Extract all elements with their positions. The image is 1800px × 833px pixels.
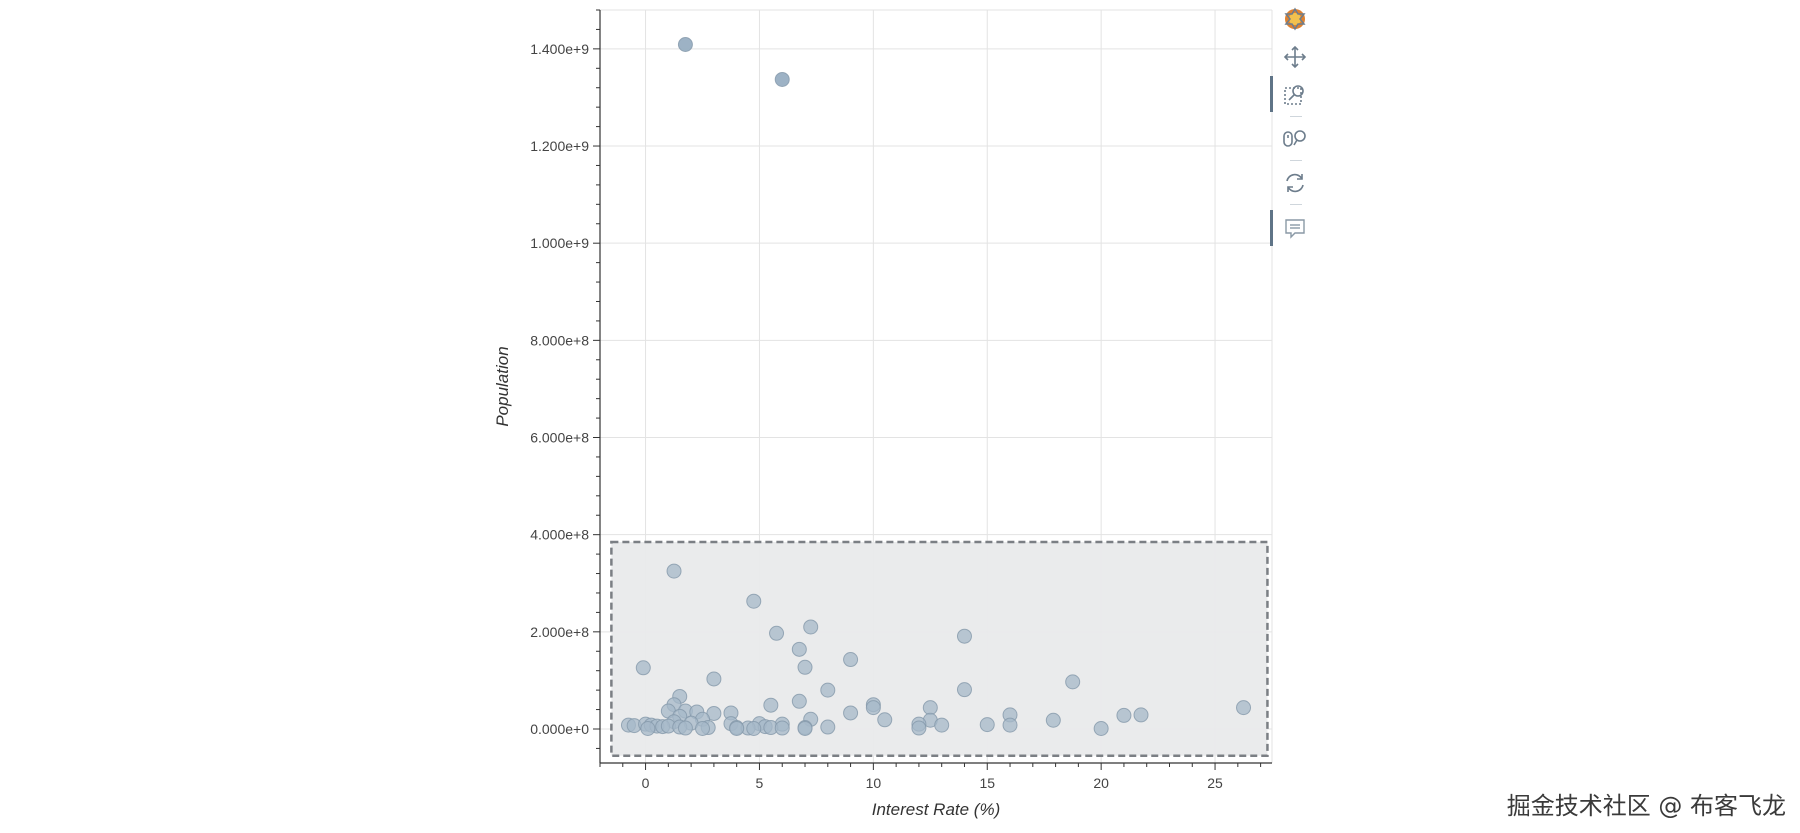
y-tick-label: 4.000e+8 bbox=[530, 527, 589, 543]
x-tick-label: 20 bbox=[1093, 775, 1109, 791]
data-point bbox=[640, 721, 656, 737]
y-tick-label: 2.000e+8 bbox=[530, 624, 589, 640]
data-point bbox=[1133, 707, 1149, 723]
x-tick-label: 5 bbox=[756, 775, 764, 791]
x-axis-title: Interest Rate (%) bbox=[872, 800, 1001, 819]
data-point bbox=[956, 628, 972, 644]
data-point bbox=[911, 720, 927, 736]
box-zoom-icon[interactable] bbox=[1280, 80, 1310, 110]
x-tick-label: 10 bbox=[866, 775, 882, 791]
toolbar-separator bbox=[1290, 116, 1302, 117]
data-point bbox=[797, 721, 813, 737]
data-point bbox=[1236, 700, 1252, 716]
data-point bbox=[1065, 674, 1081, 690]
data-point bbox=[774, 71, 790, 87]
chart-toolbar bbox=[1270, 0, 1316, 260]
data-points bbox=[620, 36, 1252, 737]
data-point bbox=[769, 625, 785, 641]
y-tick-label: 0.000e+0 bbox=[530, 721, 589, 737]
bokeh-logo-icon[interactable] bbox=[1280, 4, 1310, 34]
data-point bbox=[865, 700, 881, 716]
watermark: 掘金技术社区 @ 布客飞龙 bbox=[1506, 792, 1786, 820]
data-point bbox=[729, 721, 745, 737]
x-tick-label: 15 bbox=[979, 775, 995, 791]
y-tick-label: 6.000e+8 bbox=[530, 430, 589, 446]
data-point bbox=[820, 719, 836, 735]
data-point bbox=[763, 697, 779, 713]
data-point bbox=[934, 717, 950, 733]
data-point bbox=[666, 563, 682, 579]
data-point bbox=[791, 693, 807, 709]
y-tick-label: 1.400e+9 bbox=[530, 41, 589, 57]
x-tick-label: 0 bbox=[642, 775, 650, 791]
y-tick-label: 1.200e+9 bbox=[530, 138, 589, 154]
data-point bbox=[1002, 717, 1018, 733]
wheel-zoom-icon[interactable] bbox=[1280, 124, 1310, 154]
y-axis-title: Population bbox=[493, 346, 512, 426]
data-point bbox=[1045, 712, 1061, 728]
data-point bbox=[877, 712, 893, 728]
data-point bbox=[635, 660, 651, 676]
data-point bbox=[820, 682, 836, 698]
data-point bbox=[791, 641, 807, 657]
reset-icon[interactable] bbox=[1280, 168, 1310, 198]
data-point bbox=[746, 593, 762, 609]
data-point bbox=[979, 717, 995, 733]
data-point bbox=[677, 720, 693, 736]
toolbar-separator bbox=[1290, 204, 1302, 205]
toolbar-separator bbox=[1290, 160, 1302, 161]
data-point bbox=[803, 619, 819, 635]
data-point bbox=[1116, 707, 1132, 723]
data-point bbox=[843, 705, 859, 721]
data-point bbox=[843, 652, 859, 668]
grid bbox=[600, 9, 1273, 763]
data-point bbox=[922, 700, 938, 716]
data-point bbox=[1093, 721, 1109, 737]
hover-icon[interactable] bbox=[1280, 214, 1310, 244]
data-point bbox=[797, 659, 813, 675]
active-tool-indicator bbox=[1270, 76, 1273, 112]
y-tick-label: 1.000e+9 bbox=[530, 235, 589, 251]
data-point bbox=[956, 682, 972, 698]
axes: 0.000e+0 2.000e+8 4.000e+8 6.000e+8 8.000e+8… bbox=[530, 9, 1272, 791]
data-point bbox=[746, 721, 762, 737]
y-tick-label: 8.000e+8 bbox=[530, 332, 589, 348]
x-tick-label: 25 bbox=[1207, 775, 1223, 791]
data-point bbox=[706, 671, 722, 687]
pan-icon[interactable] bbox=[1280, 42, 1310, 72]
data-point bbox=[677, 36, 693, 52]
data-point bbox=[774, 720, 790, 736]
active-tool-indicator bbox=[1270, 210, 1273, 246]
data-point bbox=[695, 721, 711, 737]
